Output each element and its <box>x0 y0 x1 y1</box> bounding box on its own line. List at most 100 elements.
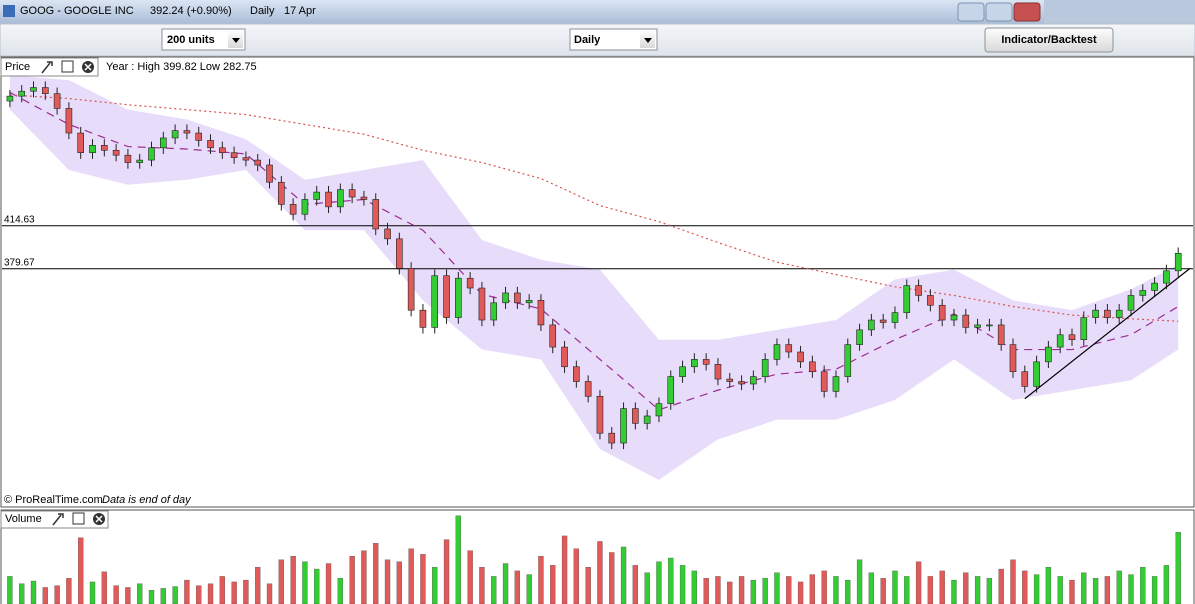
candle-body <box>549 324 557 348</box>
candle-body <box>950 314 958 321</box>
app-icon <box>3 5 15 17</box>
candle-body <box>53 93 61 109</box>
candle-body <box>1163 270 1170 284</box>
volume-bar <box>266 583 273 604</box>
volume-bar <box>160 588 166 604</box>
volume-bar <box>963 572 969 604</box>
volume-bar <box>184 579 190 604</box>
volume-bar <box>349 556 355 604</box>
volume-bar <box>137 583 143 604</box>
volume-bar <box>904 576 910 604</box>
candle-body <box>1056 334 1064 348</box>
candle-body <box>797 351 804 363</box>
volume-bar <box>797 581 804 604</box>
volume-bar <box>915 561 922 604</box>
close-panel-cross <box>84 63 92 71</box>
window-quote: 392.24 (+0.90%) <box>150 5 232 17</box>
volume-bar <box>101 571 107 604</box>
volume-bar <box>361 550 367 604</box>
window-icon[interactable] <box>61 60 74 73</box>
candle-body <box>986 324 993 327</box>
volume-bar <box>290 556 296 604</box>
candle-body <box>561 346 568 368</box>
candle-body <box>313 191 321 200</box>
volume-bar <box>408 548 414 604</box>
candle-body <box>230 152 238 158</box>
candle-body <box>30 87 37 92</box>
candle-body <box>419 309 427 328</box>
close-button[interactable] <box>1013 2 1041 22</box>
volume-bar <box>396 561 402 604</box>
volume-bar <box>774 572 780 604</box>
candle-body <box>242 157 250 161</box>
volume-bar <box>172 586 178 604</box>
volume-bar <box>880 578 886 604</box>
candle-body <box>18 90 26 97</box>
window-icon[interactable] <box>72 512 85 525</box>
volume-bar <box>538 556 544 604</box>
volume-bar <box>738 576 745 604</box>
candle-body <box>809 361 816 372</box>
volume-bar <box>78 537 84 604</box>
volume-bar <box>809 574 816 604</box>
volume-bar <box>113 585 119 604</box>
candle-body <box>773 344 781 360</box>
candle-body <box>160 137 167 149</box>
interval-select-label: Daily <box>574 34 601 46</box>
candle-body <box>254 159 262 166</box>
candle-body <box>1115 309 1123 318</box>
volume-bar <box>892 570 898 604</box>
candle-body <box>1104 309 1111 318</box>
candle-body <box>1021 371 1029 387</box>
candle-body <box>407 268 415 311</box>
volume-bar <box>1140 567 1146 604</box>
indicator-button[interactable] <box>984 27 1114 53</box>
candle-body <box>726 378 734 382</box>
candle-body <box>620 408 627 444</box>
volume-bar <box>833 576 839 604</box>
settings-icon[interactable] <box>52 513 64 526</box>
candle-body <box>915 285 922 296</box>
maximize-button[interactable] <box>985 2 1013 22</box>
volume-bar <box>1022 570 1028 604</box>
candle-body <box>77 132 85 154</box>
candle-body <box>325 191 332 208</box>
volume-bar <box>125 587 131 604</box>
interval-select[interactable] <box>569 28 658 51</box>
volume-bar <box>526 574 532 604</box>
candle-body <box>6 95 14 102</box>
volume-bar <box>573 548 579 604</box>
volume-bar <box>19 583 25 604</box>
candle-body <box>750 376 757 385</box>
candle-body <box>502 292 509 304</box>
volume-bar <box>467 550 473 604</box>
units-select[interactable] <box>161 28 246 51</box>
minimize-button[interactable] <box>957 2 985 22</box>
candle-body <box>537 300 545 326</box>
candle-body <box>301 199 309 215</box>
volume-bar <box>1069 579 1075 604</box>
candle-body <box>844 344 852 377</box>
candle-body <box>643 415 651 424</box>
volume-bar <box>514 570 520 604</box>
settings-icon[interactable] <box>41 61 53 74</box>
candle-body <box>832 376 840 392</box>
background-window <box>1044 0 1195 24</box>
candle-body <box>667 376 675 404</box>
volume-plot <box>7 515 1181 604</box>
candle-body <box>974 324 981 328</box>
volume-bar <box>1151 576 1158 604</box>
volume-bar <box>845 579 851 604</box>
price-info: Year : High 399.82 Low 282.75 <box>106 61 257 73</box>
candle-body <box>207 140 214 149</box>
volume-bar <box>632 565 639 604</box>
volume-bar <box>585 567 591 604</box>
volume-bar <box>1081 572 1087 604</box>
volume-bar <box>1045 567 1052 604</box>
candle-body <box>691 359 698 368</box>
data-note: Data is end of day <box>102 494 192 506</box>
candle-body <box>938 304 946 321</box>
candle-body <box>879 319 887 323</box>
volume-bar <box>986 578 993 604</box>
candle-body <box>124 154 132 163</box>
